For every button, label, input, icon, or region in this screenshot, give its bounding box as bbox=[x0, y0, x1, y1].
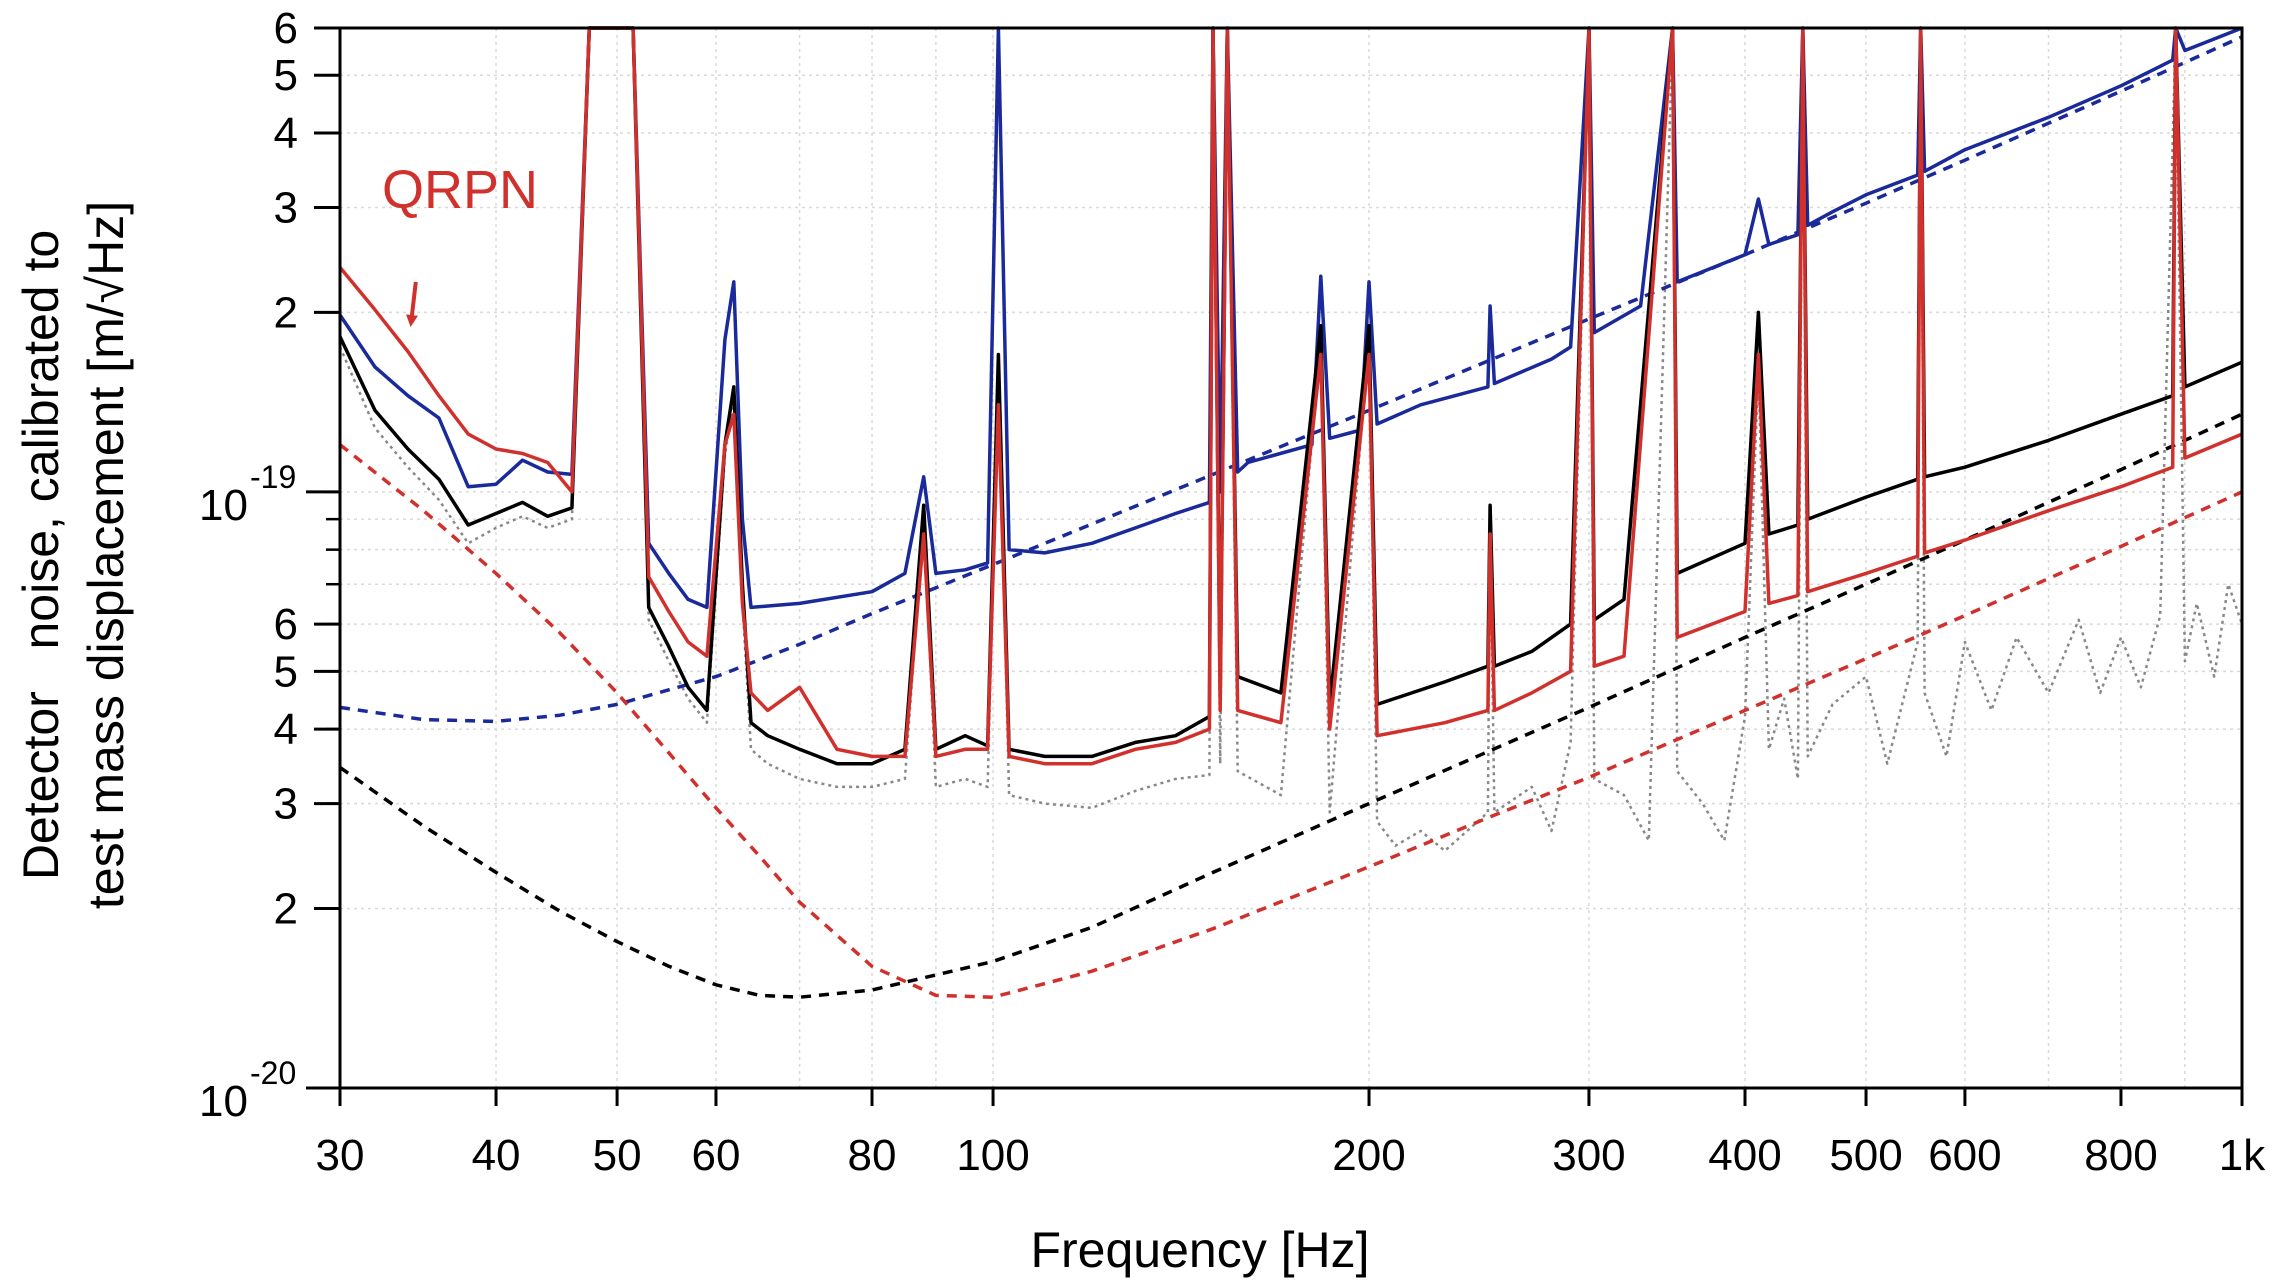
y-tick-label: 5 bbox=[274, 51, 298, 100]
y-axis-title-line2: test mass displacement [m/√Hz] bbox=[78, 201, 134, 909]
y-tick-label: 4 bbox=[274, 705, 298, 754]
series-black-model bbox=[338, 412, 2243, 999]
y-decade-label: 10 bbox=[199, 1077, 248, 1126]
y-decade-exponent: -19 bbox=[250, 459, 296, 495]
x-tick-label: 300 bbox=[1552, 1131, 1625, 1180]
qrpn-annotation: QRPN bbox=[382, 160, 538, 220]
y-tick-label: 6 bbox=[274, 4, 298, 53]
y-tick-label: 2 bbox=[274, 885, 298, 934]
series-blue-measured bbox=[338, 26, 2243, 610]
y-tick-label: 5 bbox=[274, 647, 298, 696]
y-tick-label: 3 bbox=[274, 780, 298, 829]
x-axis-title: Frequency [Hz] bbox=[1030, 1222, 1369, 1278]
x-tick-label: 50 bbox=[593, 1131, 642, 1180]
series-red-measured bbox=[338, 26, 2243, 766]
x-tick-label: 60 bbox=[691, 1131, 740, 1180]
y-tick-label: 3 bbox=[274, 183, 298, 232]
series-red-model bbox=[338, 443, 2243, 999]
series-group bbox=[338, 26, 2244, 999]
x-tick-label: 100 bbox=[956, 1131, 1029, 1180]
series-black-measured bbox=[338, 26, 2243, 766]
axis-ticks bbox=[306, 26, 2244, 1106]
axis-labels: 30 40 50 60 80 100 200 300 400 500 600 800 1k2345623… bbox=[199, 4, 2266, 1180]
grid bbox=[340, 28, 2242, 1088]
y-axis-title-line1: Detector noise, calibrated to bbox=[13, 230, 69, 880]
x-tick-label: 500 bbox=[1829, 1131, 1902, 1180]
x-tick-label: 80 bbox=[848, 1131, 897, 1180]
series-blue-model bbox=[339, 35, 2243, 724]
y-decade-label: 10 bbox=[199, 481, 248, 530]
x-tick-label: 1k bbox=[2219, 1131, 2266, 1180]
qrpn-arrow bbox=[406, 281, 418, 327]
x-tick-label: 800 bbox=[2084, 1131, 2157, 1180]
y-tick-label: 6 bbox=[274, 600, 298, 649]
plot-frame bbox=[338, 26, 2244, 1090]
y-tick-label: 4 bbox=[274, 109, 298, 158]
x-tick-label: 400 bbox=[1708, 1131, 1781, 1180]
y-tick-label: 2 bbox=[274, 288, 298, 337]
x-tick-label: 200 bbox=[1332, 1131, 1405, 1180]
x-tick-label: 30 bbox=[316, 1131, 365, 1180]
x-tick-label: 40 bbox=[472, 1131, 521, 1180]
series-grey-dotted bbox=[338, 26, 2244, 853]
x-tick-label: 600 bbox=[1928, 1131, 2001, 1180]
y-decade-exponent: -20 bbox=[250, 1055, 296, 1091]
